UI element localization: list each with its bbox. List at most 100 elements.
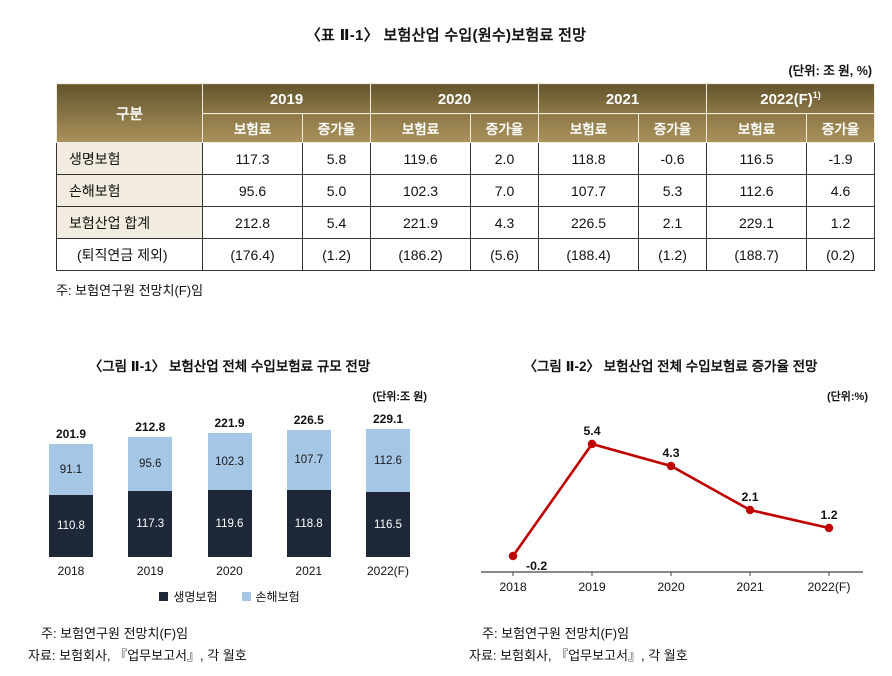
value-label: 1.2 bbox=[820, 508, 837, 522]
bar-segment-life: 119.6 bbox=[207, 490, 252, 557]
figure-1-title: 〈그림 Ⅱ-1〉 보험산업 전체 수입보험료 규모 전망 bbox=[88, 359, 371, 374]
cell-value: (1.2) bbox=[638, 238, 707, 271]
line-x-label: 2019 bbox=[578, 580, 606, 594]
cell-value: (186.2) bbox=[370, 238, 471, 271]
bar-x-label: 2021 bbox=[295, 564, 323, 578]
cell-value: -1.9 bbox=[805, 142, 876, 175]
legend-item-life: 생명보험 bbox=[159, 588, 218, 605]
cell-value: (5.6) bbox=[470, 238, 539, 271]
cell-value: (188.4) bbox=[538, 238, 639, 271]
cell-value: 221.9 bbox=[370, 206, 471, 239]
header-year-2019: 2019 bbox=[202, 83, 371, 114]
cell-value: 229.1 bbox=[706, 206, 807, 239]
legend-swatch-nonlife bbox=[241, 592, 251, 601]
cell-value: (176.4) bbox=[202, 238, 303, 271]
stacked-bar-chart: 201.9 91.1 110.8 2018 212.8 95.6 117.3 2019 221.… bbox=[22, 406, 437, 578]
cell-value: 5.3 bbox=[638, 174, 707, 207]
data-point bbox=[745, 505, 754, 515]
row-label: 손해보험 bbox=[56, 174, 203, 207]
figure-1-block: 〈그림 Ⅱ-1〉 보험산업 전체 수입보험료 규모 전망 (단위:조 원) 20… bbox=[22, 355, 437, 676]
header-row-years: 구분 2019 2020 2021 2022(F)1) bbox=[56, 83, 876, 143]
header-premium: 보험료 bbox=[706, 113, 807, 143]
growth-line bbox=[511, 442, 829, 557]
table-note: 주: 보험연구원 전망치(F)임 bbox=[56, 283, 204, 298]
cell-value: 226.5 bbox=[538, 206, 639, 239]
cell-value: 102.3 bbox=[370, 174, 471, 207]
note-line: 주: 보험연구원 전망치(F)임 bbox=[482, 626, 630, 641]
cell-value: (188.7) bbox=[706, 238, 807, 271]
header-growth: 증가율 bbox=[302, 113, 371, 143]
bar-segment-nonlife: 112.6 bbox=[366, 429, 410, 492]
bar-segment-life: 116.5 bbox=[366, 492, 410, 557]
table-section: (단위: 조 원, %) 구분 2019 2020 2021 2022(F)1) bbox=[56, 60, 876, 299]
value-label: 5.4 bbox=[583, 424, 600, 438]
cell-value: 212.8 bbox=[202, 206, 303, 239]
cell-value: 117.3 bbox=[202, 142, 303, 175]
cell-value: 1.2 bbox=[805, 206, 876, 239]
bar-group: 201.9 91.1 110.8 2018 bbox=[42, 427, 100, 578]
figure-1-notes: 주: 보험연구원 전망치(F)임 자료: 보험회사, 『업무보고서』, 각 월호 bbox=[22, 605, 437, 676]
cell-value: -0.6 bbox=[638, 142, 707, 175]
cell-value: 4.3 bbox=[470, 206, 539, 239]
row-label: 생명보험 bbox=[56, 142, 203, 175]
header-premium: 보험료 bbox=[538, 113, 639, 143]
cell-value: 116.5 bbox=[706, 142, 807, 175]
table-row-total: 보험산업 합계 212.8 5.4 221.9 4.3 226.5 2.1 22… bbox=[56, 206, 876, 239]
table-row-life: 생명보험 117.3 5.8 119.6 2.0 118.8 -0.6 116.… bbox=[56, 142, 876, 175]
header-year-2022f: 2022(F)1) bbox=[705, 83, 876, 114]
cell-value: 119.6 bbox=[370, 142, 471, 175]
figure-1-unit: (단위:조 원) bbox=[372, 391, 427, 403]
bar-segment-nonlife: 95.6 bbox=[128, 437, 173, 491]
row-label: 보험산업 합계 bbox=[56, 206, 203, 239]
table-unit-label: (단위: 조 원, %) bbox=[788, 64, 873, 78]
bar-total-label: 212.8 bbox=[135, 420, 166, 434]
legend-label: 생명보험 bbox=[173, 590, 218, 604]
row-label: (퇴직연금 제외) bbox=[56, 238, 203, 271]
line-x-label: 2021 bbox=[736, 580, 764, 594]
bar-segment-life: 117.3 bbox=[128, 491, 173, 557]
bar-segment-life: 110.8 bbox=[49, 495, 93, 557]
legend-swatch-life bbox=[159, 592, 169, 601]
cell-value: 107.7 bbox=[538, 174, 639, 207]
cell-value: 95.6 bbox=[202, 174, 303, 207]
cell-value: 118.8 bbox=[538, 142, 639, 175]
bar-total-label: 221.9 bbox=[214, 416, 245, 430]
header-row-subs: 보험료 증가율 보험료 증가율 보험료 증가율 보험료 증가율 bbox=[57, 113, 876, 143]
cell-value: 5.4 bbox=[302, 206, 371, 239]
header-premium: 보험료 bbox=[370, 113, 471, 143]
cell-value: 5.0 bbox=[302, 174, 371, 207]
bar-chart-legend: 생명보험 손해보험 bbox=[22, 588, 437, 605]
bar-group: 221.9 102.3 119.6 2020 bbox=[201, 416, 259, 578]
header-year-2021: 2021 bbox=[538, 83, 707, 114]
legend-item-nonlife: 손해보험 bbox=[241, 588, 300, 605]
header-premium: 보험료 bbox=[202, 113, 303, 143]
cell-value: 4.6 bbox=[805, 174, 876, 207]
line-x-label: 2022(F) bbox=[807, 580, 850, 594]
cell-value: 2.1 bbox=[638, 206, 707, 239]
line-x-label: 2018 bbox=[499, 580, 527, 594]
data-point bbox=[508, 551, 517, 561]
header-growth: 증가율 bbox=[805, 113, 876, 143]
note-line: 자료: 보험회사, 『업무보고서』, 각 월호 bbox=[28, 648, 247, 664]
figure-2-unit: (단위:%) bbox=[826, 391, 868, 403]
bar-total-label: 226.5 bbox=[293, 413, 324, 427]
note-line: 자료: 보험회사, 『업무보고서』, 각 월호 bbox=[469, 648, 688, 664]
growth-line-chart: -0.2 5.4 4.3 2.1 1.2 2018 2019 2020 2021 2022(F) bbox=[480, 424, 863, 594]
header-gubun: 구분 bbox=[56, 83, 203, 143]
bar-segment-nonlife: 102.3 bbox=[207, 433, 252, 490]
bar-group: 229.1 112.6 116.5 2022(F) bbox=[359, 412, 417, 578]
value-label: 2.1 bbox=[741, 490, 758, 504]
note-line: 주: 보험연구원 전망치(F)임 bbox=[41, 626, 189, 641]
cell-value: 2.0 bbox=[470, 142, 539, 175]
value-label: -0.2 bbox=[526, 559, 547, 573]
year-label: 2020 bbox=[437, 90, 472, 108]
bar-total-label: 229.1 bbox=[372, 412, 404, 426]
bar-group: 226.5 107.7 118.8 2021 bbox=[280, 413, 338, 578]
bar-segment-nonlife: 107.7 bbox=[286, 430, 331, 490]
bar-x-label: 2019 bbox=[136, 564, 164, 578]
header-growth: 증가율 bbox=[470, 113, 539, 143]
data-point bbox=[587, 439, 596, 449]
bar-segment-nonlife: 91.1 bbox=[49, 444, 93, 495]
bar-total-label: 201.9 bbox=[55, 427, 87, 441]
bar-x-label: 2020 bbox=[216, 564, 243, 578]
